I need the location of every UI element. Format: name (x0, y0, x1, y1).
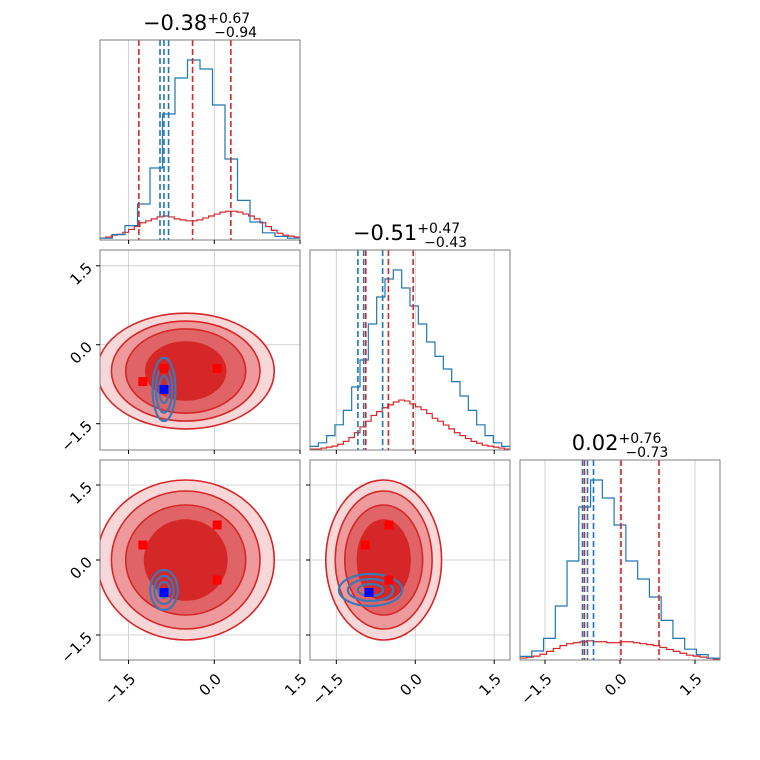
y-tick-label: −1.5 (58, 417, 96, 455)
blue-contour-level (157, 580, 171, 600)
panel-content (100, 40, 300, 240)
x-tick-label: 0.0 (601, 670, 631, 700)
blue-contour-level (158, 374, 170, 405)
panel-content (100, 460, 300, 660)
blue-contour-level (153, 574, 175, 606)
panel-0-0 (99, 39, 301, 244)
blue-marker (364, 588, 374, 597)
title-upper: +0.76 (618, 431, 661, 447)
panel-1-1 (309, 249, 511, 454)
red-marker (360, 540, 370, 550)
panel-frame (99, 39, 301, 241)
panel-2-2: −1.5 0.0 1.5 (517, 459, 721, 709)
blue-marker (159, 588, 169, 597)
panel-title: −0.38+0.67 −0.94 (143, 11, 257, 41)
y-tick-label: 1.5 (66, 259, 96, 289)
blue-histogram (100, 59, 300, 240)
panel-content (520, 460, 720, 660)
y-tick-label: 1.5 (66, 478, 96, 508)
x-tick-label: −1.5 (309, 670, 347, 708)
panel-title: −0.51+0.47 −0.43 (353, 221, 467, 251)
red-marker (384, 575, 394, 585)
red-marker (159, 363, 169, 373)
red-marker (212, 520, 222, 530)
title-upper: +0.67 (207, 11, 250, 27)
title-lower: −0.94 (214, 25, 257, 41)
red-histogram (520, 640, 720, 660)
red-marker (212, 363, 222, 373)
blue-marker (159, 384, 169, 394)
x-tick-label: 1.5 (281, 670, 311, 700)
panel-title: 0.02+0.76 −0.73 (572, 431, 669, 461)
x-tick-label: −1.5 (101, 670, 139, 708)
panel-frame (99, 249, 301, 451)
blue-contour-level (346, 577, 395, 603)
title-lower: −0.73 (625, 445, 668, 461)
panel-2-0: −1.5 0.0 1.5 −1.5 0.0 1.5 (58, 459, 311, 709)
red-marker (138, 377, 148, 387)
title-upper: +0.47 (417, 221, 460, 237)
x-tick-label: 1.5 (676, 670, 706, 700)
panel-1-0: −1.5 0.0 1.5 (58, 249, 301, 455)
x-tick-label: 0.0 (195, 670, 225, 700)
title-value: −0.38 (143, 11, 207, 35)
panel-frame (309, 249, 511, 451)
blue-contour-level (337, 572, 404, 608)
title-value: 0.02 (572, 431, 619, 455)
title-lower: −0.43 (424, 235, 467, 251)
red-contour-level (143, 519, 228, 601)
red-marker (212, 575, 222, 585)
panel-2-1: −1.5 0.0 1.5 (306, 459, 511, 709)
blue-contour-level (151, 356, 177, 423)
x-tick-label: 1.5 (475, 670, 505, 700)
y-tick-label: 0.0 (66, 338, 96, 368)
panel-content (310, 250, 510, 450)
y-tick-label: −1.5 (58, 628, 96, 666)
red-histogram (100, 210, 300, 240)
y-tick-label: 0.0 (66, 553, 96, 583)
x-tick-label: 0.0 (396, 670, 426, 700)
title-value: −0.51 (353, 221, 417, 245)
red-marker (138, 540, 148, 550)
blue-histogram (310, 269, 510, 450)
panel-content (310, 460, 510, 660)
red-histogram (310, 399, 510, 450)
blue-histogram (520, 479, 720, 660)
panel-content (100, 250, 300, 450)
red-marker (384, 520, 394, 530)
blue-contour-level (149, 568, 179, 612)
x-tick-label: −1.5 (517, 670, 555, 708)
